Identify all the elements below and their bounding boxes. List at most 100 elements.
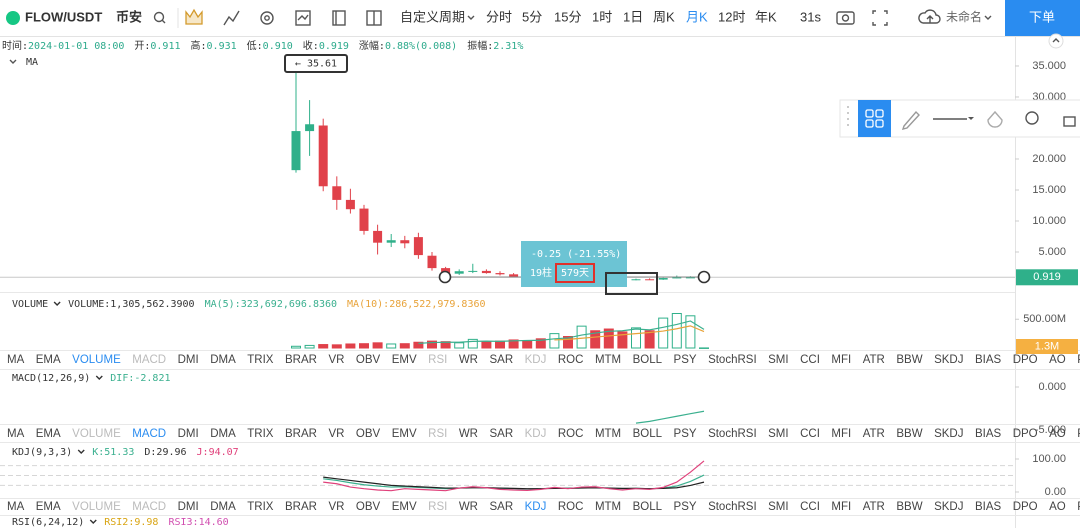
indicator-tab[interactable]: OBV — [356, 354, 381, 366]
period-option[interactable]: 分时 — [486, 9, 512, 24]
indicator-tab[interactable]: CCI — [800, 428, 820, 440]
collapse-caret[interactable] — [1052, 38, 1060, 43]
indicator-tab[interactable]: DMI — [178, 501, 199, 513]
indicator-tab[interactable]: OBV — [356, 428, 381, 440]
indicator-tab[interactable]: ROC — [558, 428, 584, 440]
indicator-tab[interactable]: KDJ — [525, 501, 547, 513]
indicator-tab[interactable]: VOLUME — [72, 501, 121, 513]
settings-icon[interactable] — [260, 11, 274, 25]
indicator-tab[interactable]: BBW — [896, 354, 922, 366]
indicator-tab[interactable]: BOLL — [633, 354, 663, 366]
layout-icon[interactable] — [332, 10, 346, 26]
indicator-tab[interactable]: KDJ — [525, 428, 547, 440]
indicator-tab[interactable]: MA — [7, 354, 25, 366]
indicator-tab[interactable]: MFI — [831, 428, 851, 440]
template-icon[interactable] — [295, 10, 311, 26]
indicator-tab[interactable]: RSI — [428, 501, 447, 513]
split-icon[interactable] — [366, 10, 382, 26]
period-option[interactable]: 12时 — [718, 9, 745, 24]
indicator-tab[interactable]: ATR — [863, 354, 885, 366]
indicator-tab[interactable]: TRIX — [247, 501, 274, 513]
indicator-tab[interactable]: DPO — [1013, 501, 1038, 513]
indicator-tab[interactable]: MTM — [595, 428, 621, 440]
indicator-tab[interactable]: EMA — [36, 428, 61, 440]
period-option[interactable]: 1日 — [623, 9, 643, 24]
indicator-tab[interactable]: VOLUME — [72, 428, 121, 440]
indicator-tab[interactable]: MA — [7, 501, 25, 513]
period-option[interactable]: 年K — [755, 9, 777, 24]
indicator-tab[interactable]: DMA — [210, 501, 236, 513]
indicator-tab[interactable]: DMA — [210, 428, 236, 440]
dropdown-caret[interactable] — [467, 15, 475, 20]
indicator-tab[interactable]: SMI — [768, 428, 788, 440]
period-option[interactable]: 5分 — [522, 9, 542, 24]
indicator-tab[interactable]: TRIX — [247, 354, 274, 366]
indicator-tab[interactable]: SAR — [489, 428, 513, 440]
indicator-tab[interactable]: BRAR — [285, 501, 317, 513]
cloud-icon[interactable] — [918, 9, 941, 24]
indicator-tab[interactable]: MACD — [132, 428, 166, 440]
indicator-tab[interactable]: EMV — [392, 428, 417, 440]
custom-period[interactable]: 自定义周期 — [400, 9, 465, 24]
period-option[interactable]: 月K — [686, 9, 708, 24]
indicator-tab[interactable]: PSY — [674, 354, 697, 366]
search-icon[interactable] — [153, 11, 166, 24]
period-option[interactable]: 周K — [653, 9, 675, 24]
indicator-tab[interactable]: BOLL — [633, 501, 663, 513]
indicator-tab[interactable]: StochRSI — [708, 428, 757, 440]
indicator-tab[interactable]: EMA — [36, 354, 61, 366]
indicator-tab[interactable]: AO — [1049, 354, 1066, 366]
indicator-tab[interactable]: WR — [459, 428, 478, 440]
indicator-tab[interactable]: Position — [1077, 354, 1080, 366]
indicator-tab[interactable]: BOLL — [633, 428, 663, 440]
indicator-tab[interactable]: EMV — [392, 354, 417, 366]
period-option[interactable]: 1时 — [592, 9, 612, 24]
indicator-tab[interactable]: OBV — [356, 501, 381, 513]
indicator-tab[interactable]: VR — [328, 501, 344, 513]
indicator-tab[interactable]: BRAR — [285, 354, 317, 366]
indicator-tab[interactable]: RSI — [428, 354, 447, 366]
order-button-label[interactable]: 下单 — [1029, 9, 1055, 24]
indicator-tab[interactable]: MACD — [132, 501, 166, 513]
indicator-tab[interactable]: PSY — [674, 428, 697, 440]
indicator-tab[interactable]: SAR — [489, 354, 513, 366]
indicator-tab[interactable]: ROC — [558, 501, 584, 513]
indicator-tab[interactable]: BRAR — [285, 428, 317, 440]
indicator-tab[interactable]: BBW — [896, 428, 922, 440]
indicator-tab[interactable]: BIAS — [975, 428, 1002, 440]
indicator-tab[interactable]: Position — [1077, 428, 1080, 440]
indicator-tab[interactable]: ATR — [863, 428, 885, 440]
indicator-tab[interactable]: Position — [1077, 501, 1080, 513]
indicator-icon[interactable] — [223, 10, 240, 26]
indicator-tab[interactable]: RSI — [428, 428, 447, 440]
indicator-tab[interactable]: EMV — [392, 501, 417, 513]
indicator-tab[interactable]: VR — [328, 428, 344, 440]
dropdown-caret[interactable] — [984, 15, 992, 20]
ma-toggle[interactable] — [9, 59, 17, 64]
indicator-tab[interactable]: PSY — [674, 501, 697, 513]
fullscreen-icon[interactable] — [872, 10, 888, 26]
order-button[interactable] — [1005, 0, 1080, 36]
indicator-tab[interactable]: BIAS — [975, 354, 1002, 366]
indicator-tab[interactable]: MFI — [831, 501, 851, 513]
indicator-tab[interactable]: VR — [328, 354, 344, 366]
indicator-tab[interactable]: MACD — [132, 354, 166, 366]
indicator-tab[interactable]: CCI — [800, 354, 820, 366]
indicator-tab[interactable]: DPO — [1013, 354, 1038, 366]
crown-icon[interactable] — [185, 8, 203, 25]
indicator-tab[interactable]: SAR — [489, 501, 513, 513]
indicator-tab[interactable]: DMI — [178, 428, 199, 440]
indicator-tab[interactable]: StochRSI — [708, 354, 757, 366]
indicator-tab[interactable]: SMI — [768, 501, 788, 513]
period-option[interactable]: 15分 — [554, 9, 581, 24]
indicator-tab[interactable]: SKDJ — [934, 428, 963, 440]
indicator-tab[interactable]: SKDJ — [934, 354, 963, 366]
indicator-tab[interactable]: SKDJ — [934, 501, 963, 513]
indicator-tab[interactable]: MTM — [595, 501, 621, 513]
indicator-tab[interactable]: ROC — [558, 354, 584, 366]
camera-icon[interactable] — [836, 11, 855, 25]
indicator-tab[interactable]: DMA — [210, 354, 236, 366]
indicator-tab[interactable]: KDJ — [525, 354, 547, 366]
collapse-button[interactable] — [1048, 33, 1064, 49]
symbol[interactable]: FLOW/USDT — [25, 9, 102, 24]
